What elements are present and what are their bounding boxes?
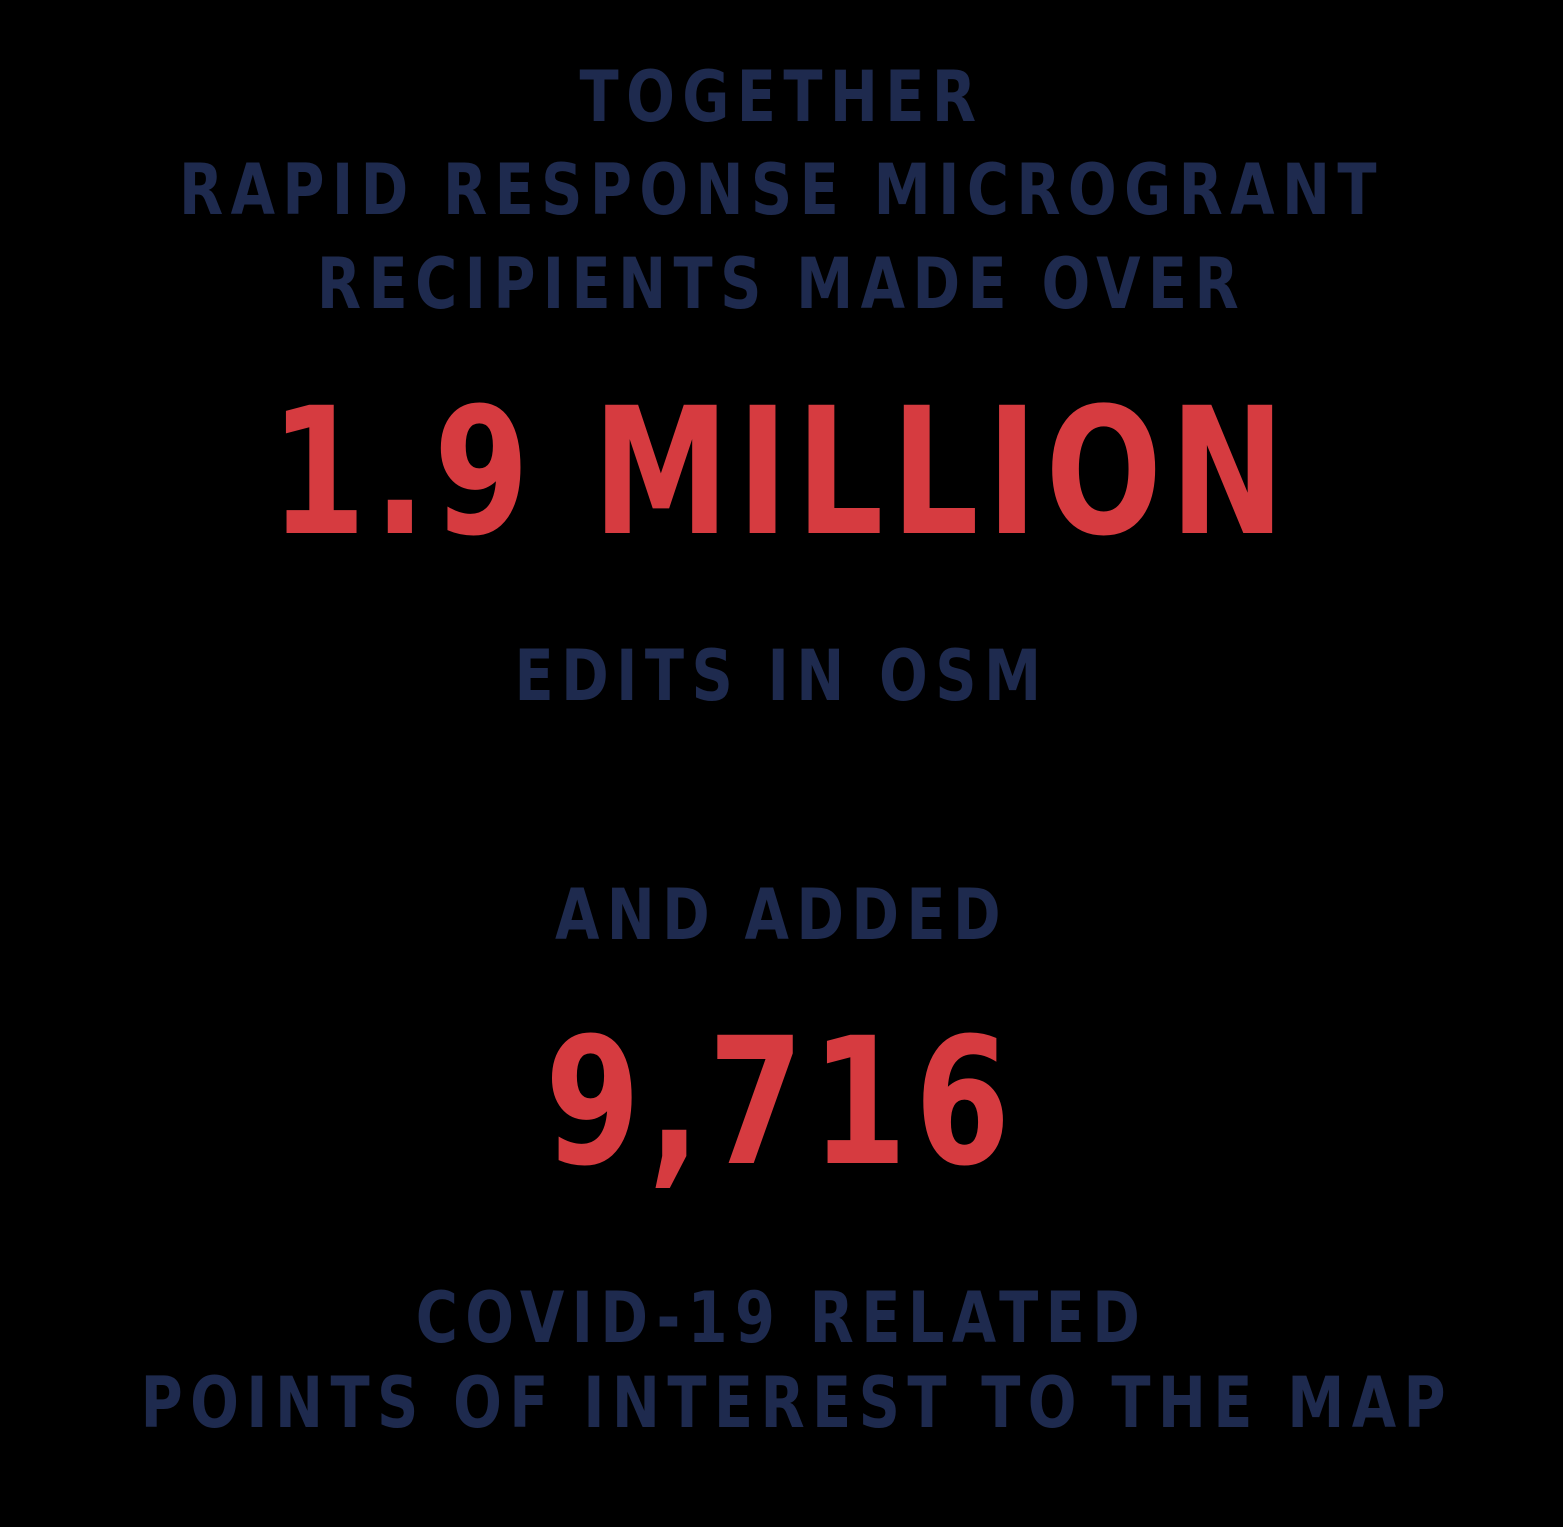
poi-stat-value: 9,716	[544, 1000, 1019, 1205]
intro-line-3: RECIPIENTS MADE OVER	[316, 243, 1247, 325]
connector-text: AND ADDED	[554, 874, 1009, 956]
intro-line-1: TOGETHER	[579, 56, 984, 138]
edits-stat-value: 1.9 MILLION	[270, 370, 1293, 575]
edits-stat-label: EDITS IN OSM	[514, 635, 1049, 717]
intro-line-2: RAPID RESPONSE MICROGRANT	[179, 149, 1384, 231]
poi-stat-label-1: COVID-19 RELATED	[415, 1277, 1148, 1359]
poi-stat-label-2: POINTS OF INTEREST TO THE MAP	[140, 1362, 1454, 1444]
